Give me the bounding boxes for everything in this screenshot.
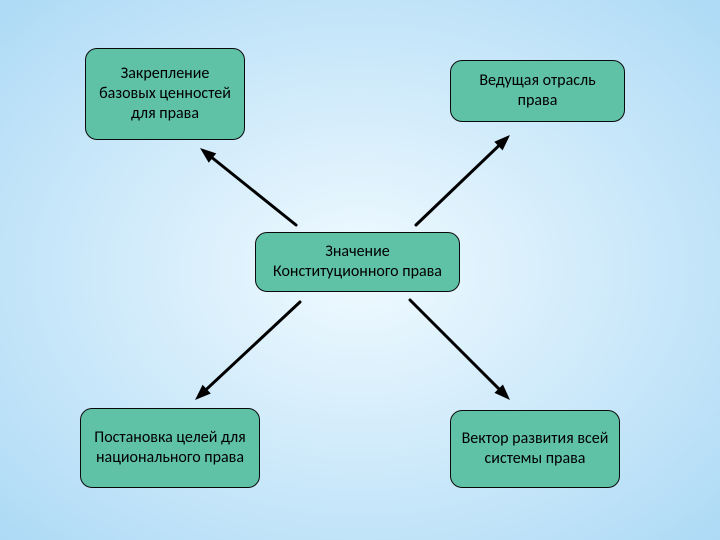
node-center: Значение Конституционного права bbox=[255, 232, 460, 292]
node-top-left-label: Закрепление базовых ценностей для права bbox=[96, 64, 234, 124]
node-top-right: Ведущая отрасль права bbox=[450, 60, 625, 122]
node-center-label: Значение Конституционного права bbox=[266, 242, 449, 282]
node-bottom-right-label: Вектор развития всей системы права bbox=[461, 429, 609, 469]
node-bottom-left-label: Постановка целей для национального права bbox=[91, 428, 249, 468]
node-top-right-label: Ведущая отрасль права bbox=[461, 71, 614, 111]
node-top-left: Закрепление базовых ценностей для права bbox=[85, 48, 245, 140]
node-bottom-left: Постановка целей для национального права bbox=[80, 408, 260, 488]
diagram-canvas: Значение Конституционного права Закрепле… bbox=[0, 0, 720, 540]
node-bottom-right: Вектор развития всей системы права bbox=[450, 410, 620, 488]
